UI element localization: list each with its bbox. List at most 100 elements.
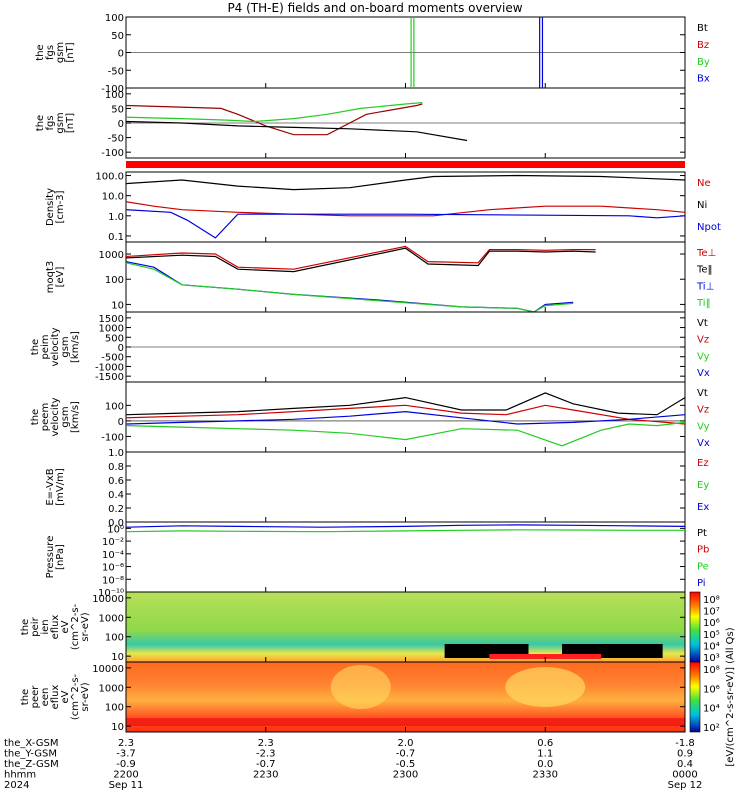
x-axis-row-label: the_X-GSM — [4, 738, 58, 749]
series-Vz — [125, 404, 686, 425]
y-tick-label: -100 — [101, 84, 124, 95]
panel-frame — [125, 521, 686, 593]
chart-title: P4 (TH-E) fields and on-board moments ov… — [227, 1, 523, 15]
series-By — [125, 102, 423, 123]
y-axis-label: eV — [60, 620, 71, 633]
legend-Ne: Ne — [697, 178, 711, 189]
legend-Bx: Bx — [697, 74, 710, 85]
y-tick-label: 10⁻⁴ — [102, 550, 124, 561]
y-tick-label: 1000 — [99, 613, 124, 624]
panel-7: 1.0 0.8 0.6 0.4 0.2 0.0 E=-VxB [mV/m] Ez Ey Ex — [45, 448, 709, 529]
panel-2: 100 50 0 -50 -100 the fgs gsm [nT] — [35, 87, 686, 159]
y-axis-label: ien — [40, 619, 51, 634]
legend-Te⊥: Te⊥ — [696, 248, 716, 259]
panel-frame — [125, 381, 686, 453]
series-Te⊥ — [125, 245, 596, 270]
y-tick-label: 10 — [111, 722, 124, 733]
legend-Ey: Ey — [697, 480, 709, 491]
y-axis-label: the — [20, 689, 31, 705]
legend-Pb: Pb — [697, 545, 709, 556]
y-tick-label: 10000 — [92, 594, 124, 605]
series-Npot — [125, 209, 686, 239]
y-tick-label: -100 — [101, 148, 124, 159]
y-axis-label: the — [35, 115, 46, 131]
y-axis-label: the — [30, 339, 41, 355]
y-tick-label: -100 — [101, 432, 124, 443]
y-axis-label: gsm — [60, 406, 71, 427]
y-tick-label: 1.0 — [108, 448, 124, 459]
x-axis-row-label: hhmm — [4, 770, 36, 781]
spectrogram-red-band — [489, 654, 602, 659]
y-tick-label: 1500 — [99, 314, 124, 325]
legend-Pt: Pt — [697, 528, 707, 539]
y-axis-label: the — [20, 619, 31, 635]
y-axis-label: sr-eV) — [80, 612, 91, 641]
y-axis-label: moqt3 — [45, 261, 56, 294]
spectrogram-red-band — [126, 718, 685, 726]
y-tick-label: 500 — [105, 333, 124, 344]
legend-Vt: Vt — [697, 318, 708, 329]
y-tick-label: 100 — [105, 401, 124, 412]
y-tick-label: 0.8 — [108, 462, 124, 473]
x-axis-row-label: 2024 — [4, 780, 29, 791]
spectrogram-bright-region — [505, 667, 586, 707]
series-Te‖ — [125, 247, 596, 273]
legend-Ex: Ex — [697, 502, 709, 513]
series-Pi — [125, 524, 686, 528]
panel-frame — [125, 451, 686, 523]
colorbar-label: [eV/(cm^2-s-sr-eV)] (All Qs) — [725, 627, 736, 766]
x-axis-value: -2.3 — [256, 749, 276, 760]
x-axis-value: Sep 11 — [109, 780, 144, 791]
legend-Vy: Vy — [697, 421, 710, 432]
series-Vt — [125, 392, 686, 416]
colorbar-tick-label: 10⁸ — [703, 595, 720, 606]
y-axis-label: eflux — [50, 615, 61, 640]
y-tick-label: 100 — [105, 703, 124, 714]
legend-Npot: Npot — [697, 222, 721, 233]
series-Bt — [125, 120, 468, 142]
panel-4: 1000 100 10 moqt3 [eV] Te⊥ Te‖ Ti⊥ Ti‖ — [45, 241, 716, 313]
y-axis-label: peir — [30, 616, 41, 636]
y-tick-label: 0 — [118, 417, 124, 428]
y-tick-label: 100 — [105, 633, 124, 644]
colorbar — [689, 591, 701, 663]
y-axis-label: een — [40, 688, 51, 707]
y-tick-label: -50 — [108, 134, 124, 145]
series-Ti‖ — [125, 262, 574, 313]
x-axis-value: 2.3 — [118, 738, 134, 749]
colorbar-tick-label: 10⁶ — [703, 618, 720, 629]
y-axis-label: [mV/m] — [55, 468, 66, 506]
y-axis-label: [nT] — [65, 42, 76, 62]
y-axis-label: gsm — [55, 42, 66, 63]
panel-1: 100 50 0 -50 -100 the fgs gsm [nT] Bt Bz By Bx — [35, 13, 710, 95]
y-tick-label: 0.1 — [108, 232, 124, 243]
y-tick-label: 10 — [111, 300, 124, 311]
y-tick-label: 0.6 — [108, 476, 124, 487]
y-axis-label: E=-VxB — [45, 468, 56, 505]
separator-band — [126, 161, 685, 168]
x-axis-row-label: the_Z-GSM — [4, 759, 59, 770]
legend-By: By — [697, 57, 710, 68]
colorbar-tick-label: 10⁷ — [703, 607, 720, 618]
x-axis-value: -0.7 — [396, 749, 416, 760]
x-axis-value: 0.9 — [677, 749, 693, 760]
x-axis-value: 2230 — [253, 770, 278, 781]
y-tick-label: 100 — [105, 13, 124, 24]
y-tick-label: 10⁻⁶ — [102, 563, 124, 574]
x-axis-value: 2300 — [393, 770, 418, 781]
colorbar-tick-label: 10⁶ — [703, 684, 720, 695]
y-tick-label: 0.0 — [108, 518, 124, 529]
x-axis-value: -3.7 — [116, 749, 136, 760]
y-tick-label: 1000 — [99, 683, 124, 694]
legend-Bt: Bt — [697, 23, 708, 34]
y-tick-label: 0 — [118, 119, 124, 130]
y-tick-label: 0.4 — [108, 490, 124, 501]
colorbar-tick-label: 10² — [703, 723, 720, 734]
colorbar-tick-label: 10³ — [703, 653, 720, 664]
y-tick-label: 1.0 — [108, 212, 124, 223]
y-axis-label: (cm^2-s- — [70, 673, 81, 720]
colorbar-tick-label: 10⁴ — [703, 641, 720, 652]
legend-Pi: Pi — [697, 578, 706, 589]
y-tick-label: 1000 — [99, 250, 124, 261]
